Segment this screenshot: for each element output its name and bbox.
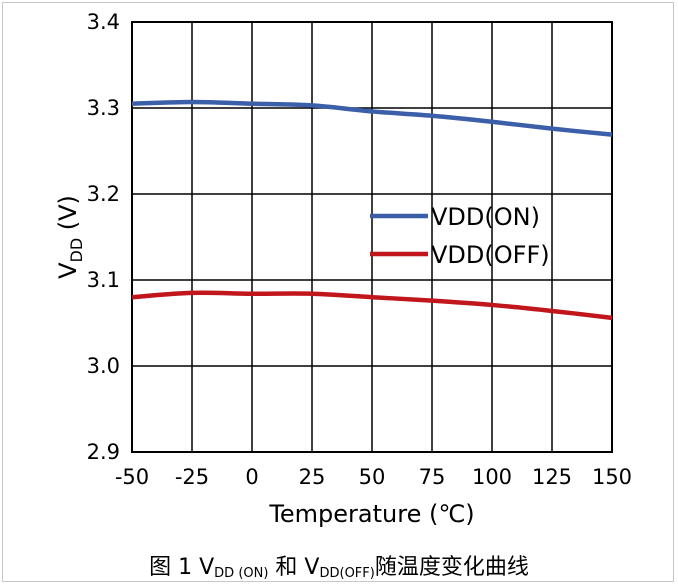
x-tick-label: -25 <box>175 465 209 489</box>
y-tick-label: 3.4 <box>87 10 120 34</box>
y-tick-label: 3.2 <box>87 182 120 206</box>
x-tick-label: -50 <box>115 465 149 489</box>
series-line-vdd-on <box>131 99 613 137</box>
x-axis-title: Temperature (℃) <box>268 500 474 528</box>
legend-label: VDD(ON) <box>431 203 540 231</box>
figure-caption: 图 1 VDD (ON) 和 VDD(OFF)随温度变化曲线 <box>0 549 678 581</box>
y-axis-title: VDD (V) <box>54 195 86 279</box>
x-tick-label: 50 <box>359 465 386 489</box>
x-tick-label: 150 <box>592 465 632 489</box>
caption-sub-on: DD (ON) <box>214 566 269 581</box>
series-layer <box>131 99 613 321</box>
y-axis-title-unit: (V) <box>54 195 82 238</box>
x-tick-label: 0 <box>245 465 258 489</box>
x-tick-label: 75 <box>419 465 446 489</box>
caption-prefix: 图 1 V <box>149 555 215 580</box>
grid-lines <box>131 21 613 453</box>
x-tick-label: 25 <box>299 465 326 489</box>
caption-sub-off: DD(OFF) <box>319 566 375 581</box>
y-tick-label: 3.3 <box>87 96 120 120</box>
y-tick-label: 2.9 <box>87 440 120 464</box>
tick-labels: -50 -25 0 25 50 75 100 125 150 2.9 3.0 3.1 3.2 3.3 3.4 <box>87 10 632 489</box>
x-tick-label: 125 <box>532 465 572 489</box>
caption-mid: 和 V <box>268 555 320 580</box>
y-tick-label: 3.1 <box>87 268 120 292</box>
legend: VDD(ON) VDD(OFF) <box>370 203 550 269</box>
y-axis-title-base: V <box>54 262 82 279</box>
x-tick-label: 100 <box>472 465 512 489</box>
y-tick-label: 3.0 <box>87 354 120 378</box>
y-axis-title-sub: DD <box>67 238 86 263</box>
plot-border <box>131 21 613 453</box>
legend-label: VDD(OFF) <box>431 241 550 269</box>
caption-suffix: 随温度变化曲线 <box>374 555 529 580</box>
series-line-vdd-off <box>131 290 613 321</box>
